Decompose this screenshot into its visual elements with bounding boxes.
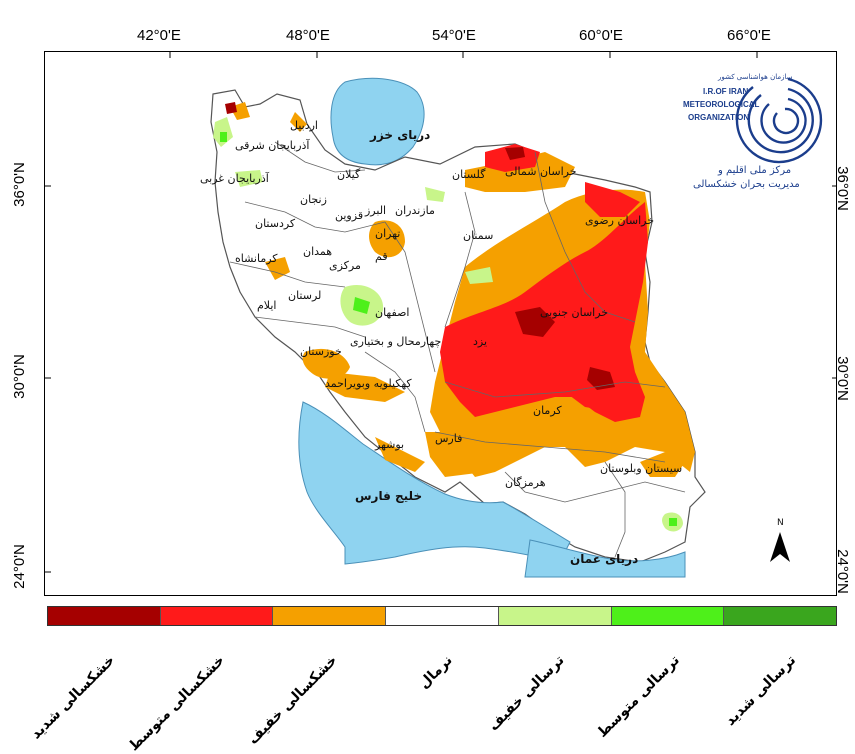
province-label: بوشهر (375, 438, 405, 451)
legend-bar (47, 606, 837, 626)
province-label: کرمانشاه (235, 252, 278, 265)
logo-fa-top: سازمان هواشناسی کشور (718, 73, 793, 81)
province-label: البرز (365, 204, 387, 217)
legend-label: ترسالی شدید (721, 652, 799, 730)
drought-zone (325, 372, 405, 402)
legend-swatch (273, 607, 387, 625)
oman-sea (524, 539, 686, 578)
legend-label: ترسالی متوسط (594, 652, 683, 741)
logo-en-line1: I.R.OF IRAN (703, 87, 749, 96)
province-label: زنجان (300, 193, 327, 206)
province-label: گلستان (452, 168, 486, 181)
caspian-label: دریای خزر (370, 128, 431, 142)
drought-zone (640, 452, 685, 477)
drought-zone (225, 102, 237, 114)
province-label: سمنان (463, 229, 494, 242)
province-label: سیستان وبلوستان (600, 462, 683, 475)
legend-swatch (724, 607, 837, 625)
province-label: خراسان جنوبی (540, 306, 609, 319)
persian-gulf (298, 401, 571, 565)
severe-drought-regions (225, 102, 615, 390)
province-label: مرکزی (329, 259, 361, 272)
drought-zone (465, 152, 575, 192)
province-label: اردبیل (290, 119, 318, 132)
province-label: هرمزگان (505, 476, 546, 489)
province-label: خوزستان (300, 345, 342, 358)
legend-swatch (48, 607, 161, 625)
drought-zone (565, 372, 625, 412)
wet-zone (425, 187, 445, 202)
province-label: چهارمحال و بختیاری (350, 335, 442, 348)
legend-label: خشکسالی متوسط (125, 652, 228, 754)
meteorological-logo: سازمان هواشناسی کشور I.R.OF IRAN METEORO… (683, 67, 833, 207)
lon-tick-label: 48°0'E (286, 27, 330, 44)
province-label: قزوین (335, 209, 364, 222)
legend-label: ترسالی خفیف (485, 652, 568, 735)
wet-zone (669, 518, 677, 526)
province-label: فارس (435, 432, 463, 445)
province-borders (229, 141, 686, 558)
drought-zone (265, 257, 290, 280)
province-label: لرستان (288, 289, 322, 302)
lon-tick-label: 66°0'E (727, 27, 771, 44)
logo-en-line2: METEOROLOGICAL (683, 100, 760, 109)
north-arrow-label: N (777, 518, 784, 528)
drought-zone (290, 112, 307, 132)
wet-zone (465, 267, 493, 284)
caspian-sea (330, 77, 425, 166)
province-label: یزد (473, 335, 488, 348)
logo-en-line3: ORGANIZATION (688, 113, 750, 122)
drought-zone (302, 348, 350, 379)
province-label: تهران (375, 227, 401, 240)
wet-regions (213, 117, 683, 532)
persian-gulf-label: خلیج فارس (355, 489, 423, 503)
drought-map (45, 52, 836, 578)
drought-zone (587, 367, 615, 390)
province-label: مازندران (395, 204, 435, 217)
logo-fa-line2: مدیریت بحران خشکسالی (693, 179, 800, 190)
lon-tick-label: 60°0'E (579, 27, 623, 44)
lon-tick-label: 42°0'E (137, 27, 181, 44)
province-label: آذربایجان غربی (200, 172, 269, 185)
legend-label: خشکسالی خفیف (245, 652, 341, 748)
province-label: همدان (303, 245, 333, 258)
legend-swatch (611, 607, 725, 625)
province-label: گیلان (337, 168, 361, 181)
lat-tick-label: 24°0'N (10, 544, 28, 589)
lat-tick-label: 30°0'N (10, 354, 28, 399)
oman-sea-label: دریای عمان (570, 552, 639, 566)
legend-swatch (498, 607, 612, 625)
lon-tick-label: 54°0'E (432, 27, 476, 44)
province-label: اصفهان (375, 306, 410, 319)
drought-zone (585, 182, 640, 217)
province-label: ایلام (257, 299, 277, 312)
logo-fa-line1: مرکز ملی اقلیم و (718, 165, 792, 176)
drought-zone (375, 437, 425, 472)
drought-zone (515, 307, 555, 337)
province-label: خراسان شمالی (505, 165, 577, 178)
legend-label: نرمال (416, 652, 456, 692)
north-arrow (770, 532, 790, 562)
province-label: قم (375, 250, 388, 263)
province-label: کرمان (533, 404, 562, 417)
drought-zone (369, 220, 405, 258)
province-label: آذربایجان شرقی (235, 139, 310, 152)
drought-zone (425, 432, 495, 477)
legend-label: خشکسالی شدید (27, 652, 118, 743)
legend-swatch (160, 607, 274, 625)
map-frame: دریای خزر خلیج فارس دریای عمان اردبیل آذ… (44, 51, 837, 596)
drought-zone (505, 147, 525, 160)
province-label: خراسان رضوی (585, 214, 655, 227)
lat-tick-label: 36°0'N (10, 162, 28, 207)
logo-emblem (735, 77, 823, 164)
province-label: کردستان (255, 217, 296, 230)
legend-swatch (386, 607, 499, 625)
province-label: کهکیلویه وبویراحمد (325, 377, 412, 390)
wet-zone (353, 297, 370, 314)
wet-zone (220, 132, 227, 142)
wet-zone (235, 170, 263, 187)
